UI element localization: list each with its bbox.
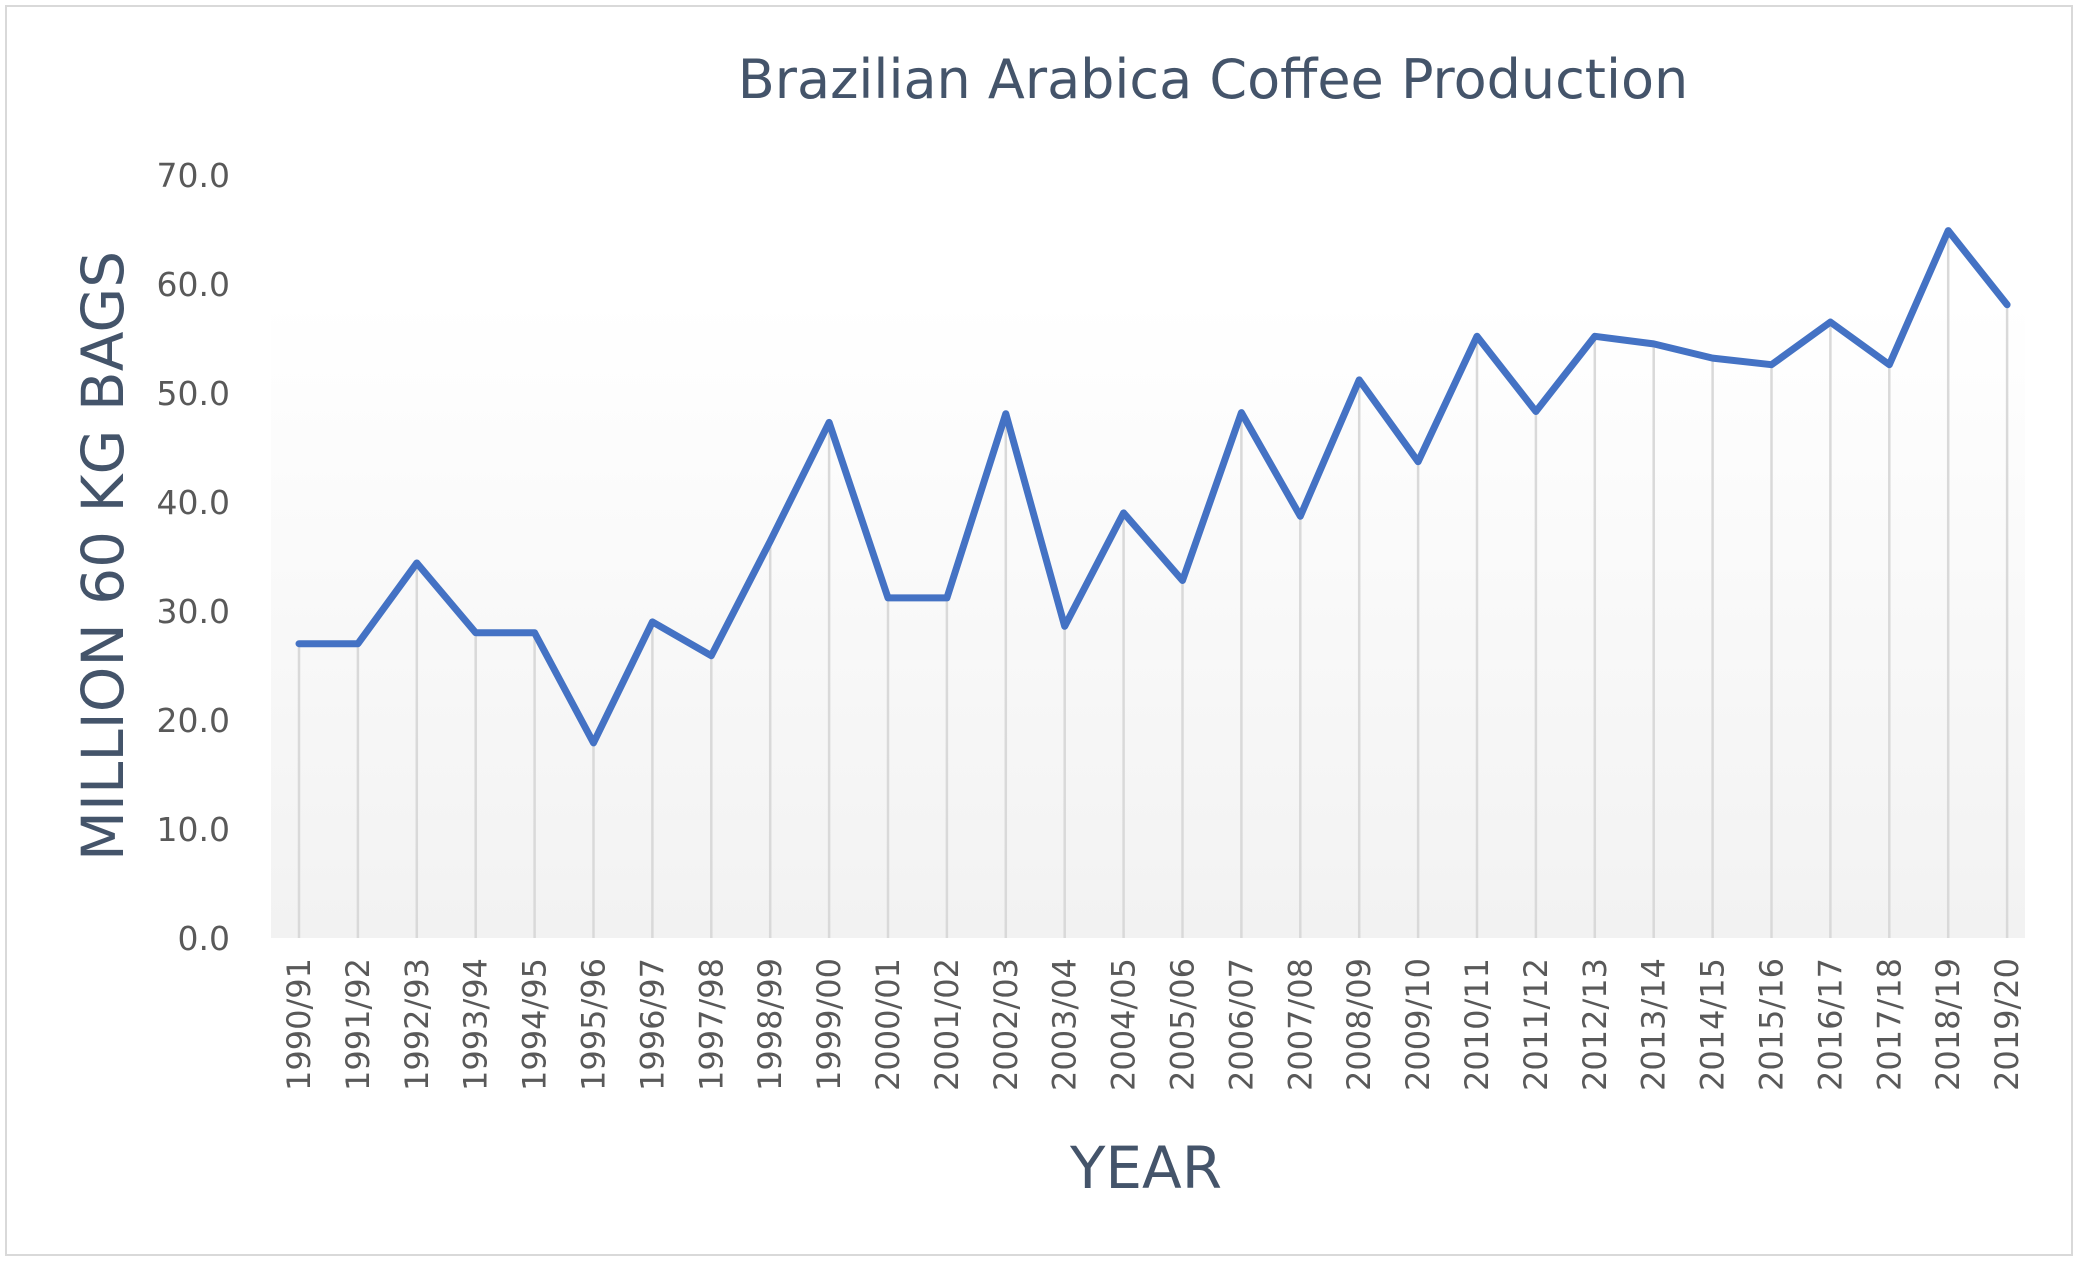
x-tick-label: 2009/10 [1399,958,1437,1091]
x-tick-label: 2005/06 [1164,958,1202,1091]
x-tick-label: 1997/98 [692,958,730,1091]
x-tick-label: 2011/12 [1517,958,1555,1091]
series-line-0 [295,227,2011,747]
x-tick-label: 1998/99 [751,958,789,1091]
x-tick-label: 2015/16 [1753,958,1791,1091]
x-tick-label: 1995/96 [575,958,613,1091]
y-tick-label: 0.0 [178,919,230,958]
x-axis-title: YEAR [1069,1134,1222,1202]
y-axis-title: MILLION 60 KG BAGS [69,251,137,861]
x-tick-label: 1990/91 [280,958,318,1091]
x-tick-label: 1991/92 [339,958,377,1091]
x-tick-label: 2007/08 [1281,958,1319,1091]
x-tick-label: 2017/18 [1870,958,1908,1091]
x-tick-label: 2008/09 [1340,958,1378,1091]
x-tick-label: 2004/05 [1105,958,1143,1091]
x-axis-ticks: 1990/91 1991/92 1992/93 1993/94 1994/95 1995/… [280,958,2026,1091]
y-tick-label: 30.0 [157,592,230,631]
x-tick-label: 2002/03 [987,958,1025,1091]
x-tick-label: 2016/17 [1811,958,1849,1091]
y-tick-label: 40.0 [157,483,230,522]
x-tick-label: 1992/93 [398,958,436,1091]
x-tick-label: 2018/19 [1929,958,1967,1091]
y-tick-label: 50.0 [157,374,230,413]
y-axis-ticks: 0.0 10.0 20.0 30.0 40.0 50.0 60.0 70.0 [157,156,230,958]
chart-title: Brazilian Arabica Coffee Production [738,48,1688,111]
x-tick-label: 2003/04 [1046,958,1084,1091]
y-tick-label: 70.0 [157,156,230,195]
x-tick-label: 2013/14 [1635,958,1673,1091]
x-tick-label: 2012/13 [1576,958,1614,1091]
x-tick-label: 1996/97 [633,958,671,1091]
series-layer [295,227,2011,747]
x-tick-label: 2006/07 [1222,958,1260,1091]
x-tick-label: 2019/20 [1988,958,2026,1091]
x-tick-label: 2001/02 [928,958,966,1091]
x-tick-label: 1993/94 [457,958,495,1091]
y-tick-label: 20.0 [157,701,230,740]
plot-area [271,300,2025,938]
y-tick-label: 60.0 [157,265,230,304]
x-tick-label: 1999/00 [810,958,848,1091]
drop-lines [297,230,2009,938]
x-tick-label: 1994/95 [516,958,554,1091]
y-tick-label: 10.0 [157,810,230,849]
x-tick-label: 2010/11 [1458,958,1496,1091]
x-tick-label: 2000/01 [869,958,907,1091]
x-tick-label: 2014/15 [1694,958,1732,1091]
